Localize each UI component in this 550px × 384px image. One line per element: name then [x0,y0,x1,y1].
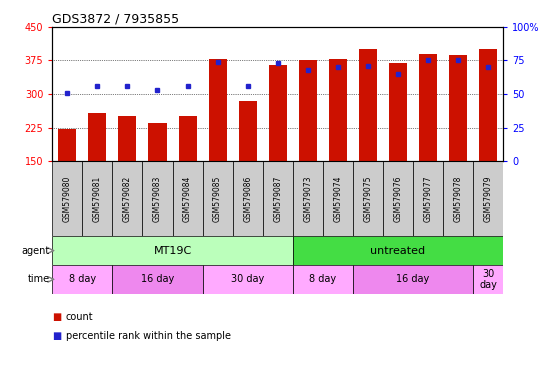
Bar [383,161,413,236]
Text: MT19C: MT19C [153,245,191,256]
Bar [179,116,196,161]
Text: 16 day: 16 day [141,274,174,285]
Text: GSM579081: GSM579081 [93,175,102,222]
Bar [233,161,263,236]
Bar [413,161,443,236]
Text: GSM579077: GSM579077 [424,175,433,222]
Bar [323,161,353,236]
Text: GSM579075: GSM579075 [364,175,372,222]
Text: ■: ■ [52,331,62,341]
Bar [202,265,293,294]
Bar [293,265,353,294]
Bar [473,265,503,294]
Bar [419,54,437,161]
Bar [52,236,293,265]
Bar [142,161,173,236]
Text: count: count [66,312,94,322]
Bar [389,63,407,161]
Text: 16 day: 16 day [397,274,430,285]
Text: 8 day: 8 day [69,274,96,285]
Bar [89,113,106,161]
Text: GSM579085: GSM579085 [213,175,222,222]
Bar [293,161,323,236]
Bar [82,161,112,236]
Bar [353,265,473,294]
Text: 8 day: 8 day [309,274,337,285]
Text: GSM579080: GSM579080 [63,175,72,222]
Text: GSM579074: GSM579074 [333,175,343,222]
Text: ■: ■ [52,312,62,322]
Text: GSM579087: GSM579087 [273,175,282,222]
Bar [173,161,202,236]
Text: agent: agent [21,245,50,256]
Bar [202,161,233,236]
Text: GDS3872 / 7935855: GDS3872 / 7935855 [52,13,179,26]
Bar [359,49,377,161]
Bar [148,123,167,161]
Text: GSM579086: GSM579086 [243,175,252,222]
Text: 30 day: 30 day [231,274,265,285]
Text: untreated: untreated [371,245,426,256]
Text: GSM579079: GSM579079 [483,175,493,222]
Bar [208,59,227,161]
Bar [52,265,112,294]
Text: GSM579073: GSM579073 [303,175,312,222]
Bar [58,129,76,161]
Bar [118,116,136,161]
Text: percentile rank within the sample: percentile rank within the sample [66,331,231,341]
Bar [293,236,503,265]
Text: GSM579083: GSM579083 [153,175,162,222]
Bar [52,161,82,236]
Bar [239,101,257,161]
Text: GSM579078: GSM579078 [454,175,463,222]
Text: GSM579076: GSM579076 [393,175,403,222]
Text: 30
day: 30 day [479,268,497,290]
Bar [269,65,287,161]
Bar [473,161,503,236]
Bar [479,49,497,161]
Bar [353,161,383,236]
Text: time: time [28,274,50,285]
Bar [329,59,347,161]
Bar [449,55,467,161]
Text: GSM579084: GSM579084 [183,175,192,222]
Bar [443,161,473,236]
Bar [299,60,317,161]
Text: GSM579082: GSM579082 [123,175,132,222]
Bar [112,265,202,294]
Bar [263,161,293,236]
Bar [112,161,142,236]
